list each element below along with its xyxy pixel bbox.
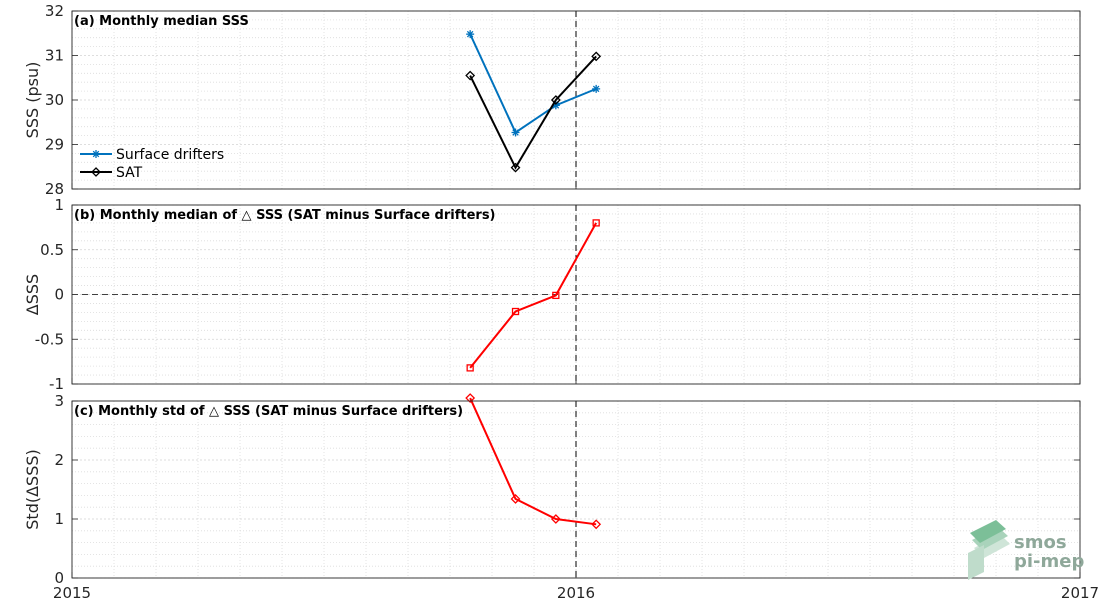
panel-b-ylabel: ΔSSS [23,274,42,315]
panel-b-title: (b) Monthly median of △ SSS (SAT minus S… [74,208,496,223]
logo-layer [968,545,984,580]
panel-a-ytick-label: 28 [45,180,64,198]
panel-c-series-0-point [465,393,476,403]
panel-a-ytick-label: 29 [45,136,64,154]
panel-a-title: (a) Monthly median SSS [74,14,249,29]
panel-b-series-0-line [469,222,598,369]
panel-c-ytick-label: 2 [54,451,64,469]
panel-c-series-0-point [550,514,561,524]
panel-a: 28 29 30 31 32 (a) Monthly median SSS SSS (psu… [23,2,1081,198]
logo-layer [970,520,1006,543]
panel-b-series-0-point [552,291,560,300]
panel-c-ytick-label: 0 [54,569,64,587]
panel-a-series-1-point [465,70,476,81]
panel-b-axes-box [71,204,1081,385]
panel-a-series-0-point [466,30,475,39]
panel-c-series-0-point [591,519,602,530]
panel-a-series-1-point [550,95,561,105]
panel-a-series-0-point [511,128,520,137]
x-tick-label: 2017 [1061,584,1099,602]
panel-b-ytick-label: 0.5 [40,241,64,259]
panel-b-series-0-point [592,219,600,227]
legend-label: Surface drifters [116,147,224,163]
legend-label: SAT [116,165,143,181]
panel-a-ytick-label: 30 [45,91,64,109]
panel-a-axes-box [71,10,1081,190]
panel-b-ytick-label: 0 [54,286,64,304]
x-tick-label: 2015 [53,584,91,602]
panel-a-ylabel: SSS (psu) [23,62,42,139]
panel-c-ytick-label: 3 [54,392,64,410]
x-tick-label: 2016 [557,584,595,602]
panel-a-ytick-label: 32 [45,2,64,20]
panel-c-axes-box [71,400,1081,579]
panel-b-ytick-label: -1 [49,375,64,393]
panel-c-ylabel: Std(ΔSSS) [23,449,42,529]
smos-pi-mep-logo: smos pi-mep [968,520,1084,580]
legend-marker [92,150,100,158]
panel-a-ytick-label: 31 [45,47,64,65]
panel-b-series-0-point [511,307,520,316]
panel-c-series-0-point [510,494,521,504]
panel-b-ytick-label: -0.5 [35,330,64,348]
panel-a-series-0-line [469,33,597,134]
panel-a-series-1-line [469,55,597,170]
panel-c-ytick-label: 1 [54,510,64,528]
logo-text-smos: smos [1014,532,1067,553]
panel-b-series-0-point [466,364,474,372]
panel-c-series-0-line [469,397,597,526]
panel-a-series-1-point [591,51,602,62]
legend-marker [91,167,101,177]
logo-text-pimep: pi-mep [1014,551,1084,572]
panel-c: 0 1 2 3 (c) Monthly std of △ SSS (SAT minus … [23,392,1099,602]
panel-b-ytick-label: 1 [54,196,64,214]
panel-c-title: (c) Monthly std of △ SSS (SAT minus Surf… [74,404,463,419]
panel-b: -1 -0.5 0 0.5 1 (b) Monthly median of △ SSS (… [23,196,1081,393]
panel-a-series-1-point [510,162,521,173]
panel-a-series-0-point [592,84,601,93]
